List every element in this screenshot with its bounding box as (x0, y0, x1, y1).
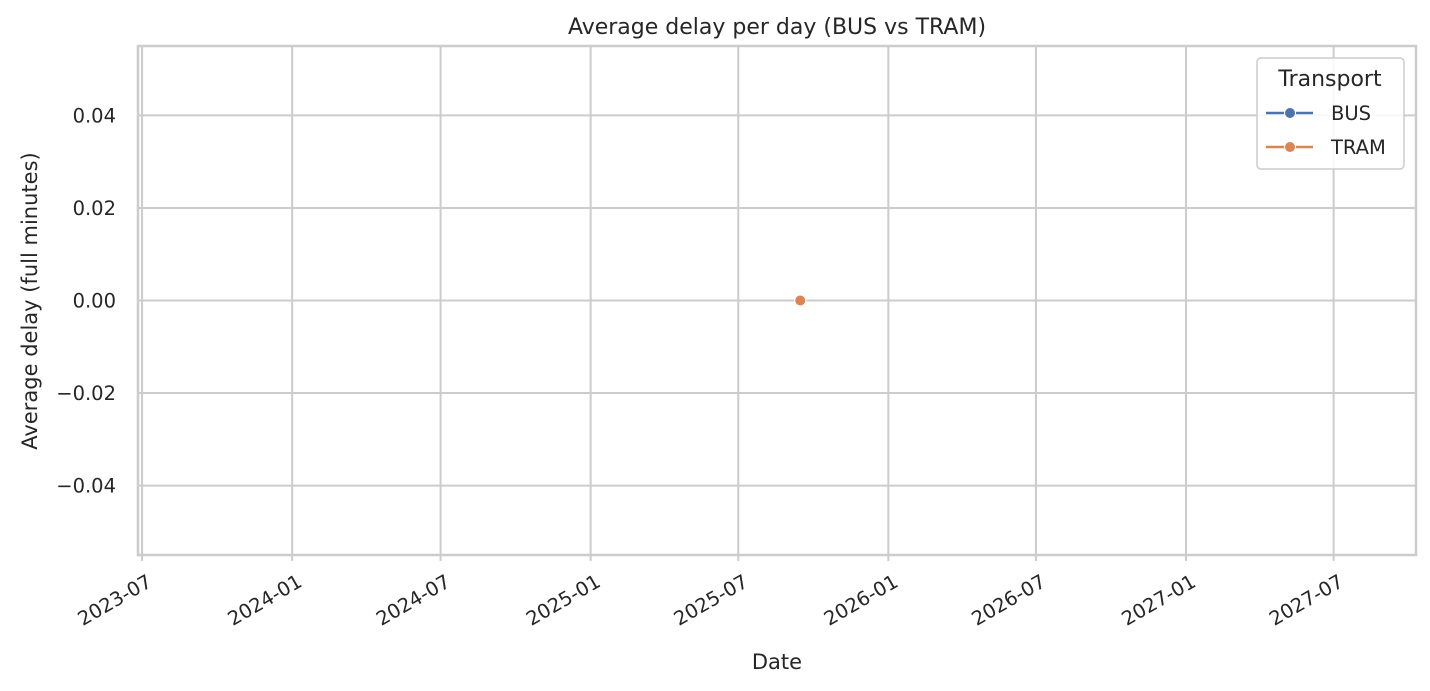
y-tick-label: 0.00 (73, 290, 116, 313)
plot-area (136, 44, 1418, 557)
legend-label: BUS (1331, 102, 1371, 125)
legend-item-tram: TRAM (1266, 136, 1386, 159)
x-tick-label: 2024-01 (224, 570, 306, 631)
x-tick-label: 2026-01 (820, 570, 902, 631)
y-axis-label: Average delay (full minutes) (18, 152, 42, 449)
y-tick-label: 0.02 (73, 197, 116, 220)
x-tick-label: 2026-07 (968, 570, 1050, 631)
legend-marker-swatch (1284, 141, 1296, 153)
grid (138, 46, 1416, 555)
legend-item-bus: BUS (1266, 102, 1371, 125)
x-axis-label: Date (752, 650, 802, 674)
x-tick-label: 2025-01 (522, 570, 604, 631)
legend-title: Transport (1277, 67, 1382, 92)
x-tick-label: 2024-07 (372, 570, 454, 631)
legend-box (1256, 57, 1405, 170)
x-tick-label: 2027-07 (1265, 570, 1347, 631)
y-tick-label: −0.04 (56, 475, 116, 498)
x-axis: 2023-07 2024-01 2024-07 2025-01 2025-07 2026-… (74, 555, 1347, 631)
legend: Transport BUS TRAM (1256, 57, 1405, 170)
series-layer (794, 294, 807, 307)
y-tick-label: 0.04 (73, 104, 116, 127)
x-tick-label: 2025-07 (670, 570, 752, 631)
legend-marker-swatch (1284, 107, 1296, 119)
x-tick-label: 2023-07 (74, 570, 156, 631)
series-tram (794, 294, 807, 307)
data-point (794, 294, 807, 307)
x-tick-label: 2027-01 (1118, 570, 1200, 631)
y-axis: 0.04 0.02 0.00 −0.02 −0.04 (56, 104, 116, 497)
legend-label: TRAM (1330, 136, 1386, 159)
y-tick-label: −0.02 (56, 382, 116, 405)
chart-title: Average delay per day (BUS vs TRAM) (568, 15, 986, 40)
